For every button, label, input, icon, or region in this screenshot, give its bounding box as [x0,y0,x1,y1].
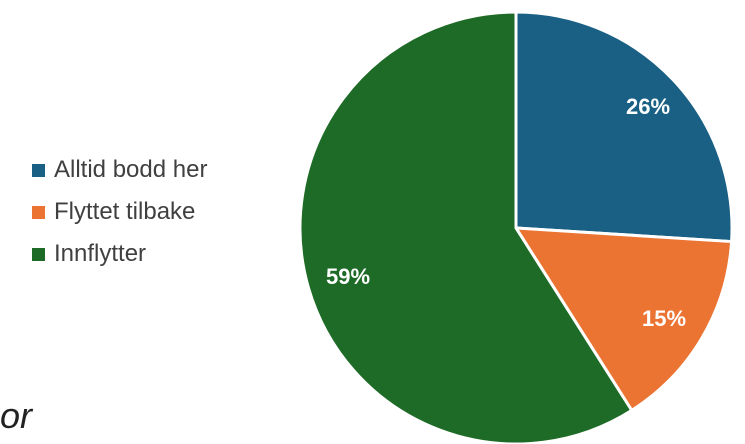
legend-label: Alltid bodd her [54,156,208,183]
data-label-alltid-bodd-her: 26% [626,94,670,119]
cropped-text-fragment: or [0,395,33,436]
legend-item-flyttet-tilbake: Flyttet tilbake [32,198,207,226]
legend-swatch [32,205,45,219]
legend-label: Innflytter [54,240,147,267]
pie-slice-flyttet-tilbake [514,226,734,412]
legend-swatch [32,163,45,177]
data-label-innflytter: 59% [326,264,370,289]
data-label-flyttet-tilbake: 15% [642,306,686,331]
pie-slice-alltid-bodd-her [514,10,734,244]
legend-item-alltid-bodd-her: Alltid bodd her [32,156,207,184]
legend-item-innflytter: Innflytter [32,240,207,268]
legend-label: Flyttet tilbake [54,198,196,225]
legend-swatch [32,247,45,261]
legend: Alltid bodd her Flyttet tilbake Innflytt… [32,156,207,268]
